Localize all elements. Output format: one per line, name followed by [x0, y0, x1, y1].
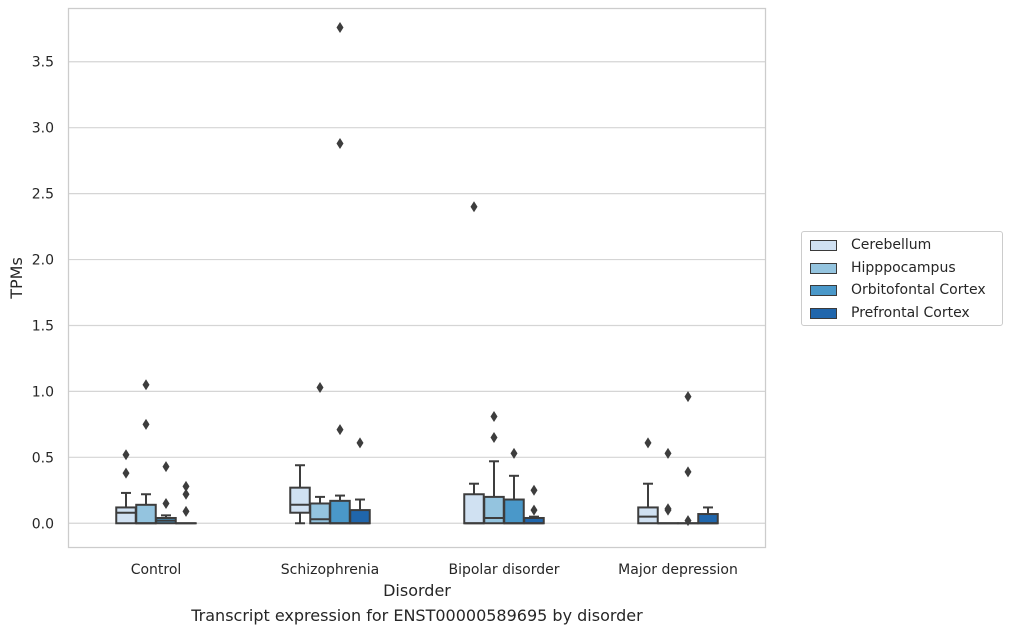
plot-frame [67, 7, 767, 549]
box-body [463, 493, 485, 525]
box-body [483, 495, 505, 525]
legend-item-cerebellum: Cerebellum [810, 235, 931, 255]
outlier-point [684, 466, 692, 478]
grid-lines [69, 61, 765, 524]
outlier-point [530, 504, 538, 516]
legend-label: Prefrontal Cortex [851, 305, 970, 321]
outlier-point [470, 201, 478, 213]
box [135, 379, 157, 525]
outlier-point [490, 432, 498, 444]
box [483, 410, 505, 525]
box-body [135, 503, 157, 525]
box [329, 21, 351, 525]
outlier-point [684, 515, 692, 527]
box-groups [115, 21, 719, 527]
box [503, 447, 525, 525]
x-tick-label: Bipolar disorder [448, 562, 559, 578]
y-tick-label: 3.0 [32, 121, 54, 137]
outlier-point [316, 381, 324, 393]
outlier-point [530, 484, 538, 496]
y-tick-label: 2.0 [32, 253, 54, 269]
outlier-point [122, 467, 130, 479]
outlier-point [162, 497, 170, 509]
box [115, 449, 137, 525]
box [523, 484, 545, 525]
box [349, 437, 371, 525]
box-body [637, 506, 659, 525]
box [657, 447, 679, 525]
outlier-point [182, 488, 190, 500]
box [289, 464, 311, 525]
legend-label: Hipppocampus [851, 260, 956, 276]
box [697, 506, 719, 525]
outlier-point [644, 437, 652, 449]
outlier-point [336, 424, 344, 436]
y-tick-label: 3.5 [32, 55, 54, 71]
outlier-point [162, 461, 170, 473]
box [175, 480, 197, 525]
figure-caption: Transcript expression for ENST0000058969… [191, 606, 643, 625]
outlier-point [490, 410, 498, 422]
outlier-point [510, 447, 518, 459]
legend-label: Orbitofontal Cortex [851, 282, 986, 298]
x-axis-label: Disorder [383, 581, 451, 600]
box [463, 201, 485, 525]
outlier-point [336, 138, 344, 149]
outlier-point [664, 447, 672, 459]
box-body [289, 486, 311, 514]
box [677, 391, 699, 527]
outlier-point [356, 437, 364, 449]
y-tick-label: 0.5 [32, 450, 54, 466]
box-body [329, 499, 351, 525]
box-body [349, 509, 371, 525]
y-tick-label: 1.5 [32, 318, 54, 334]
legend-swatch [810, 307, 837, 319]
y-axis-label: TPMs [7, 257, 26, 300]
outlier-point [122, 449, 130, 461]
box-body [697, 513, 719, 525]
y-tick-label: 0.0 [32, 516, 54, 532]
box [155, 461, 177, 525]
legend-label: Cerebellum [851, 237, 932, 253]
x-tick-labels: Control Schizophrenia Bipolar disorder Majo… [131, 562, 738, 578]
outlier-point [684, 391, 692, 403]
legend-swatch [810, 239, 837, 251]
legend-swatch [810, 284, 837, 296]
legend-swatch [810, 262, 837, 274]
outlier-point [142, 418, 150, 430]
box [637, 437, 659, 525]
legend-item-orbitofrontal: Orbitofontal Cortex [810, 280, 986, 300]
box [309, 381, 331, 525]
outlier-point [182, 480, 190, 492]
x-tick-label: Schizophrenia [281, 562, 379, 578]
x-tick-label: Major depression [618, 562, 738, 578]
outlier-point [142, 379, 150, 391]
y-tick-label: 2.5 [32, 187, 54, 203]
y-tick-labels: 0.0 0.5 1.0 1.5 2.0 2.5 3.0 3.5 [32, 55, 54, 533]
outlier-point [336, 21, 344, 33]
legend: Cerebellum Hipppocampus Orbitofontal Cor… [801, 231, 1003, 326]
x-tick-label: Control [131, 562, 182, 578]
outlier-point [182, 505, 190, 517]
legend-item-hippocampus: Hipppocampus [810, 258, 956, 278]
y-tick-label: 1.0 [32, 384, 54, 400]
legend-item-prefrontal: Prefrontal Cortex [810, 303, 970, 323]
outlier-point [664, 503, 672, 515]
box-body [115, 506, 137, 525]
box-body [503, 498, 525, 525]
